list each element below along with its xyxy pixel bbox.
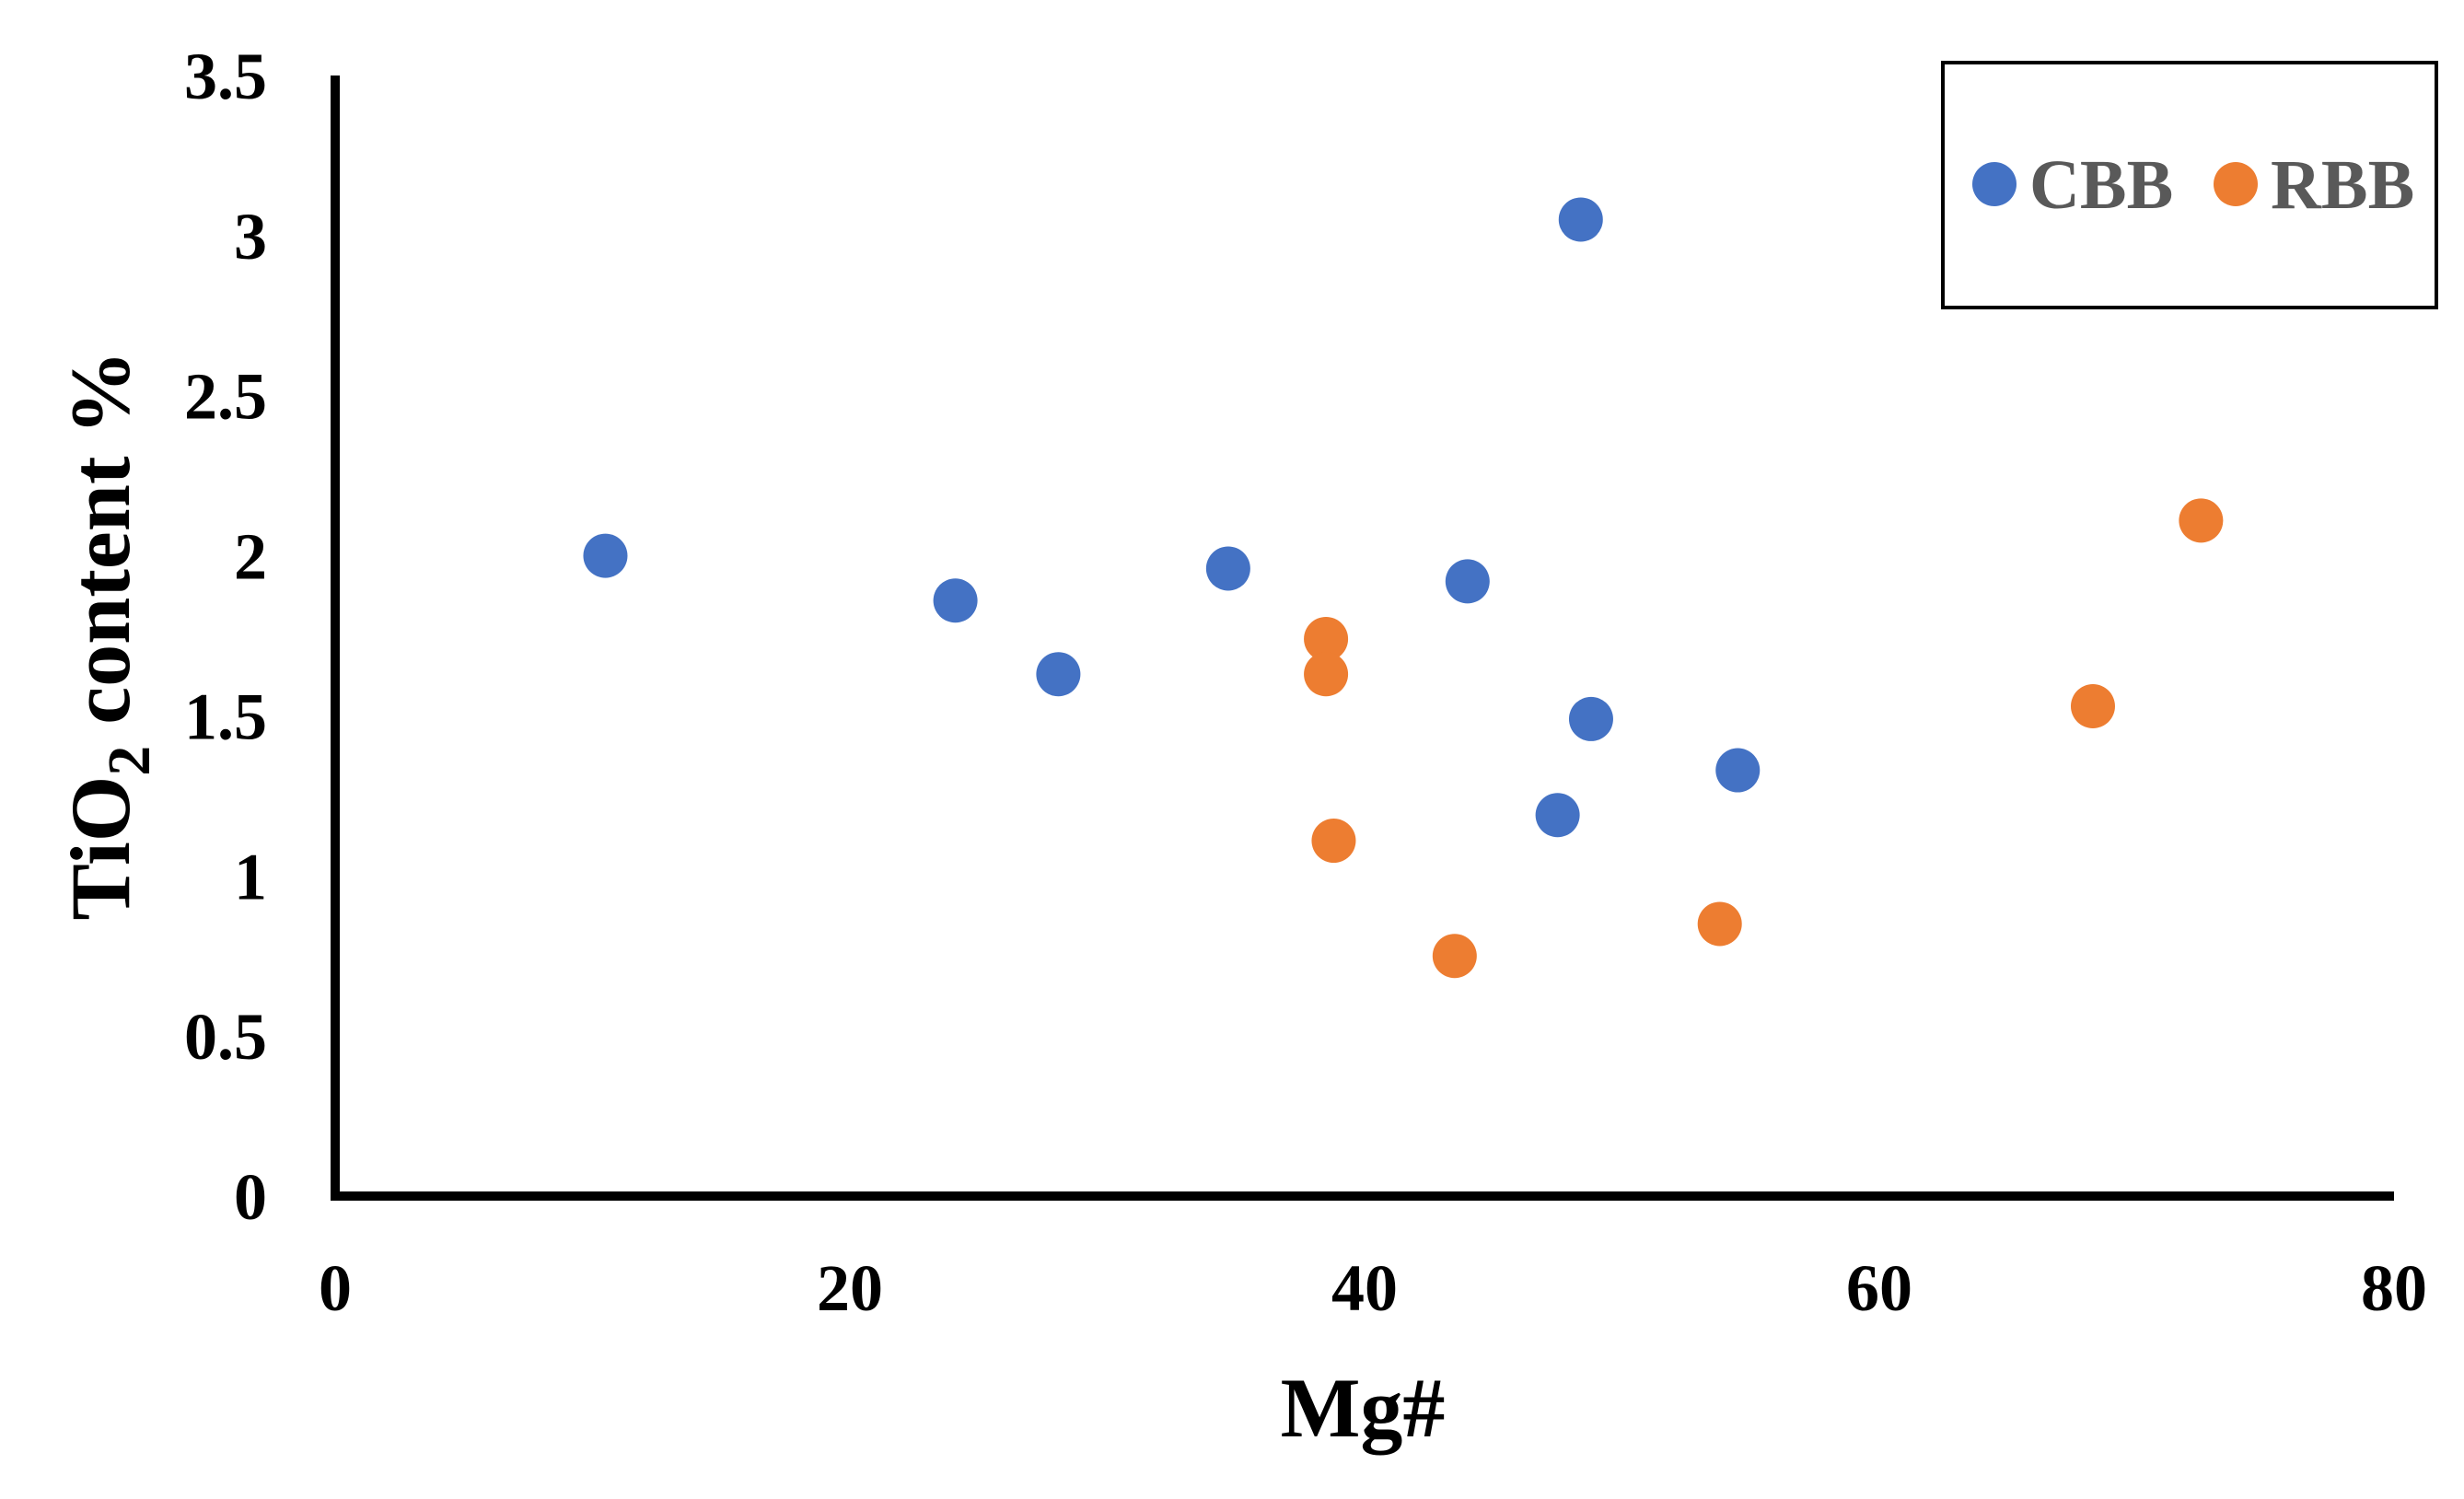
legend-marker-cbb bbox=[1972, 162, 2017, 206]
legend-box bbox=[1941, 61, 2438, 309]
data-point-cbb bbox=[1568, 696, 1613, 741]
y-axis-title: TiO2 content % bbox=[53, 350, 163, 920]
x-tick-label: 40 bbox=[1331, 1251, 1398, 1325]
data-point-cbb bbox=[1558, 197, 1603, 242]
data-point-cbb bbox=[583, 533, 628, 578]
data-point-cbb bbox=[933, 578, 978, 623]
data-point-rbb bbox=[1432, 934, 1477, 979]
x-tick-label: 0 bbox=[319, 1251, 352, 1325]
y-tick-label: 2 bbox=[234, 520, 267, 594]
legend-marker-rbb bbox=[2214, 162, 2258, 206]
y-axis-title-subscript: 2 bbox=[96, 746, 163, 776]
data-points bbox=[583, 197, 2224, 979]
y-tick-label: 2.5 bbox=[184, 360, 267, 434]
data-point-cbb bbox=[1036, 652, 1081, 697]
data-point-rbb bbox=[1304, 652, 1349, 697]
data-point-rbb bbox=[2179, 498, 2224, 543]
legend-label-rbb: RBB bbox=[2271, 146, 2414, 224]
data-point-rbb bbox=[1304, 616, 1349, 661]
y-tick-label: 0 bbox=[234, 1160, 267, 1234]
series-rbb bbox=[1304, 498, 2224, 979]
legend-label-cbb: CBB bbox=[2029, 146, 2173, 224]
x-tick-label: 20 bbox=[817, 1251, 883, 1325]
x-tick-labels: 0 20 40 60 80 bbox=[319, 1251, 2427, 1325]
y-tick-label: 1 bbox=[234, 840, 267, 913]
data-point-rbb bbox=[1697, 901, 1742, 947]
x-axis-title: Mg# bbox=[1281, 1361, 1446, 1455]
y-tick-label: 0.5 bbox=[184, 1000, 267, 1074]
legend: CBB RBB bbox=[1941, 61, 2438, 309]
y-tick-label: 3 bbox=[234, 200, 267, 273]
x-tick-label: 60 bbox=[1846, 1251, 1912, 1325]
data-point-cbb bbox=[1205, 546, 1250, 591]
y-axis-title-prefix: TiO bbox=[53, 776, 147, 921]
y-axis-title-suffix: content % bbox=[53, 350, 147, 745]
x-tick-label: 80 bbox=[2361, 1251, 2427, 1325]
y-tick-label: 3.5 bbox=[184, 40, 267, 113]
y-tick-labels: 0 0.5 1 1.5 2 2.5 3 3.5 bbox=[184, 40, 267, 1234]
series-cbb bbox=[583, 197, 1761, 838]
data-point-cbb bbox=[1715, 748, 1761, 793]
data-point-cbb bbox=[1535, 793, 1580, 838]
y-tick-label: 1.5 bbox=[184, 680, 267, 753]
data-point-rbb bbox=[1311, 819, 1356, 864]
data-point-rbb bbox=[2070, 683, 2115, 728]
data-point-cbb bbox=[1445, 559, 1490, 604]
